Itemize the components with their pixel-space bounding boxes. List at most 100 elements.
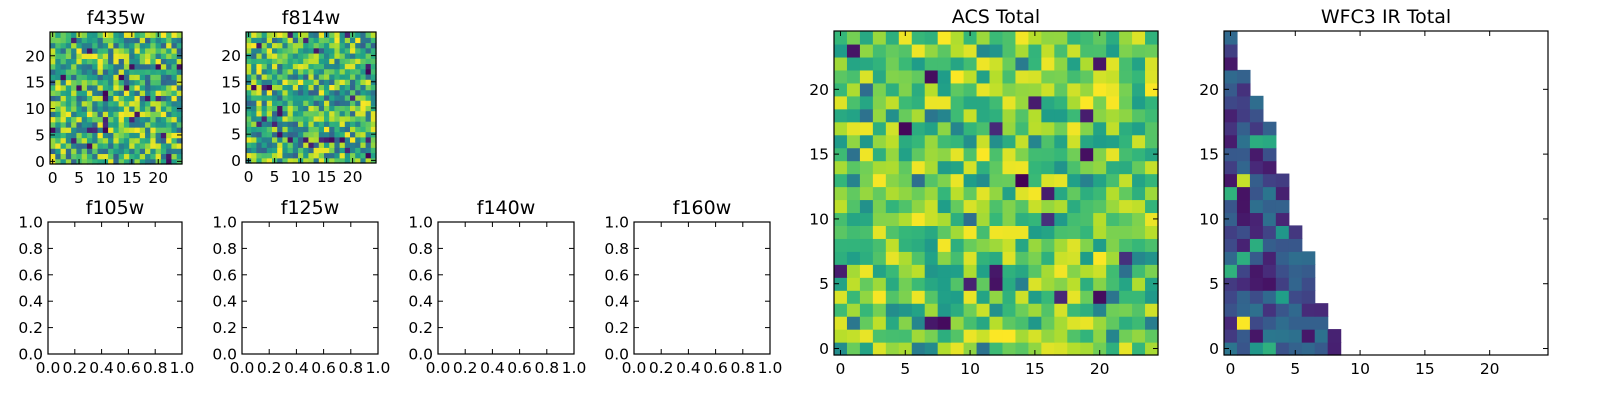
heatmap-cell (155, 47, 162, 54)
heatmap-cell (256, 37, 263, 44)
heatmap-cell (1067, 264, 1081, 278)
heatmap-cell (846, 134, 861, 149)
heatmap-cell (60, 127, 67, 133)
heatmap-cells-f814w (246, 32, 377, 164)
heatmap-cell (1224, 277, 1238, 291)
heatmap-cell (118, 127, 125, 133)
heatmap-cell (118, 53, 125, 59)
heatmap-cell (1067, 342, 1081, 356)
heatmap-cell (872, 69, 887, 84)
heatmap-cell (1015, 329, 1029, 343)
heatmap-cell (989, 238, 1004, 252)
heatmap-cell (261, 131, 268, 138)
heatmap-cell (261, 142, 268, 148)
heatmap-cell (1015, 277, 1029, 291)
heatmap-cell (339, 42, 346, 49)
heatmap-cell (76, 105, 83, 112)
heatmap-cell (1054, 31, 1068, 45)
heatmap-cell (344, 73, 351, 80)
heatmap-cell (303, 131, 309, 138)
heatmap-cell (1145, 290, 1159, 304)
heatmap-cell (92, 142, 99, 149)
heatmap-cell (134, 63, 141, 70)
chart-title: f814w (282, 7, 341, 29)
heatmap-cell (834, 212, 848, 226)
heatmap-cell (123, 90, 130, 96)
heatmap-cell (911, 303, 926, 317)
heatmap-cell (97, 74, 104, 81)
heatmap-cell (911, 82, 926, 97)
heatmap-cell (834, 277, 848, 291)
heatmap-cell (76, 58, 83, 65)
heatmap-cell (1054, 160, 1068, 175)
heatmap-cell (129, 142, 136, 149)
x-tick-label: 0 (1226, 360, 1236, 378)
heatmap-cell (846, 264, 861, 278)
heatmap-cell (97, 111, 104, 118)
heatmap-cell (292, 52, 299, 59)
heatmap-cell (989, 212, 1004, 226)
heatmap-cell (108, 127, 114, 133)
heatmap-cell (1093, 329, 1107, 343)
heatmap-cell (145, 32, 151, 38)
heatmap-cell (846, 121, 861, 136)
heatmap-cell (277, 152, 283, 159)
heatmap-cell (1093, 121, 1107, 136)
heatmap-cell (1080, 342, 1094, 356)
heatmap-cell (846, 225, 861, 239)
heatmap-cell (355, 152, 361, 159)
heatmap-cell (282, 115, 289, 122)
heatmap-cell (308, 37, 315, 44)
heatmap-cell (92, 53, 99, 59)
heatmap-cell (102, 137, 109, 144)
heatmap-cell (872, 199, 887, 214)
heatmap-cell (277, 126, 283, 133)
heatmap-cell (1080, 303, 1094, 317)
heatmap-cell (344, 32, 351, 38)
heatmap-cell (1145, 199, 1159, 214)
heatmap-cell (1028, 56, 1042, 71)
heatmap-cell (308, 73, 315, 80)
heatmap-cell (150, 153, 157, 160)
heatmap-cell (123, 137, 130, 144)
heatmap-cell (1224, 69, 1238, 84)
heatmap-cell (872, 147, 887, 162)
heatmap-cell (1249, 134, 1264, 149)
heatmap-cell (898, 147, 913, 162)
heatmap-cell (65, 90, 72, 96)
heatmap-cell (1002, 329, 1017, 343)
heatmap-cell (155, 68, 162, 75)
heatmap-cell (1041, 186, 1055, 201)
heatmap-cell (1119, 251, 1133, 265)
heatmap-cell (1015, 225, 1029, 239)
heatmap-cell (123, 37, 130, 44)
heatmap-cell (885, 303, 900, 317)
heatmap-cell (1093, 82, 1107, 97)
heatmap-cell (292, 84, 299, 91)
heatmap-cell (1132, 95, 1146, 110)
heatmap-cell (1224, 290, 1238, 304)
heatmap-cell (102, 100, 109, 107)
heatmap-cell (1132, 212, 1146, 226)
heatmap-cell (950, 303, 965, 317)
heatmap-cell (123, 63, 130, 70)
heatmap-cell (97, 90, 104, 96)
heatmap-cell (859, 316, 874, 330)
heatmap-cell (365, 131, 372, 138)
heatmap-cell (97, 63, 104, 70)
heatmap-cell (50, 58, 56, 65)
heatmap-cell (129, 121, 136, 128)
heatmap-cell (50, 121, 56, 128)
heatmap-cell (282, 47, 289, 54)
heatmap-cell (123, 100, 130, 107)
heatmap-cell (303, 126, 309, 133)
heatmap-cell (355, 126, 361, 133)
heatmap-cell (859, 186, 874, 201)
heatmap-cell (308, 94, 315, 101)
heatmap-cell (1093, 147, 1107, 162)
x-tick-label: 15 (317, 168, 337, 186)
heatmap-cell (339, 89, 346, 96)
heatmap-cell (118, 63, 125, 70)
heatmap-cell (81, 127, 88, 133)
heatmap-cell (1041, 238, 1055, 252)
